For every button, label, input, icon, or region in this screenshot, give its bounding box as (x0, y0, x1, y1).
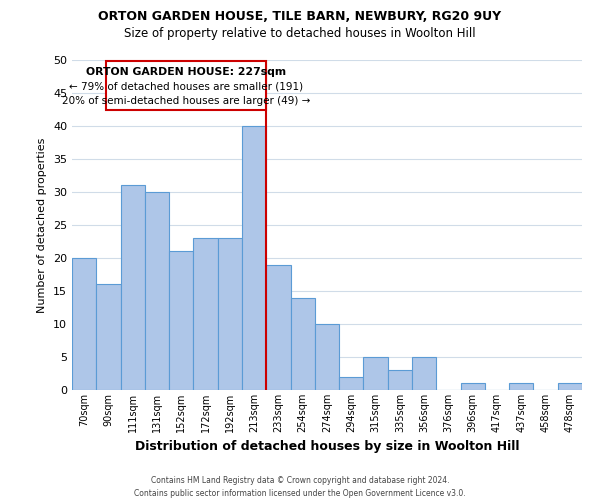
Bar (242, 126, 266, 390)
Text: Contains HM Land Registry data © Crown copyright and database right 2024.
Contai: Contains HM Land Registry data © Crown c… (134, 476, 466, 498)
Bar (388, 370, 412, 390)
Bar (169, 252, 193, 390)
Text: ORTON GARDEN HOUSE, TILE BARN, NEWBURY, RG20 9UY: ORTON GARDEN HOUSE, TILE BARN, NEWBURY, … (98, 10, 502, 23)
Bar (193, 238, 218, 390)
Bar (558, 384, 582, 390)
Text: ← 79% of detached houses are smaller (191): ← 79% of detached houses are smaller (19… (69, 81, 303, 91)
Bar (121, 186, 145, 390)
Text: Size of property relative to detached houses in Woolton Hill: Size of property relative to detached ho… (124, 28, 476, 40)
Bar (96, 284, 121, 390)
Bar (266, 264, 290, 390)
Bar (290, 298, 315, 390)
Bar (218, 238, 242, 390)
Bar (339, 377, 364, 390)
Y-axis label: Number of detached properties: Number of detached properties (37, 138, 47, 312)
Bar (72, 258, 96, 390)
Text: ORTON GARDEN HOUSE: 227sqm: ORTON GARDEN HOUSE: 227sqm (86, 66, 286, 76)
X-axis label: Distribution of detached houses by size in Woolton Hill: Distribution of detached houses by size … (135, 440, 519, 454)
Bar (364, 357, 388, 390)
Text: 20% of semi-detached houses are larger (49) →: 20% of semi-detached houses are larger (… (62, 96, 310, 106)
FancyBboxPatch shape (106, 62, 266, 110)
Bar (315, 324, 339, 390)
Bar (461, 384, 485, 390)
Bar (145, 192, 169, 390)
Bar (509, 384, 533, 390)
Bar (412, 357, 436, 390)
